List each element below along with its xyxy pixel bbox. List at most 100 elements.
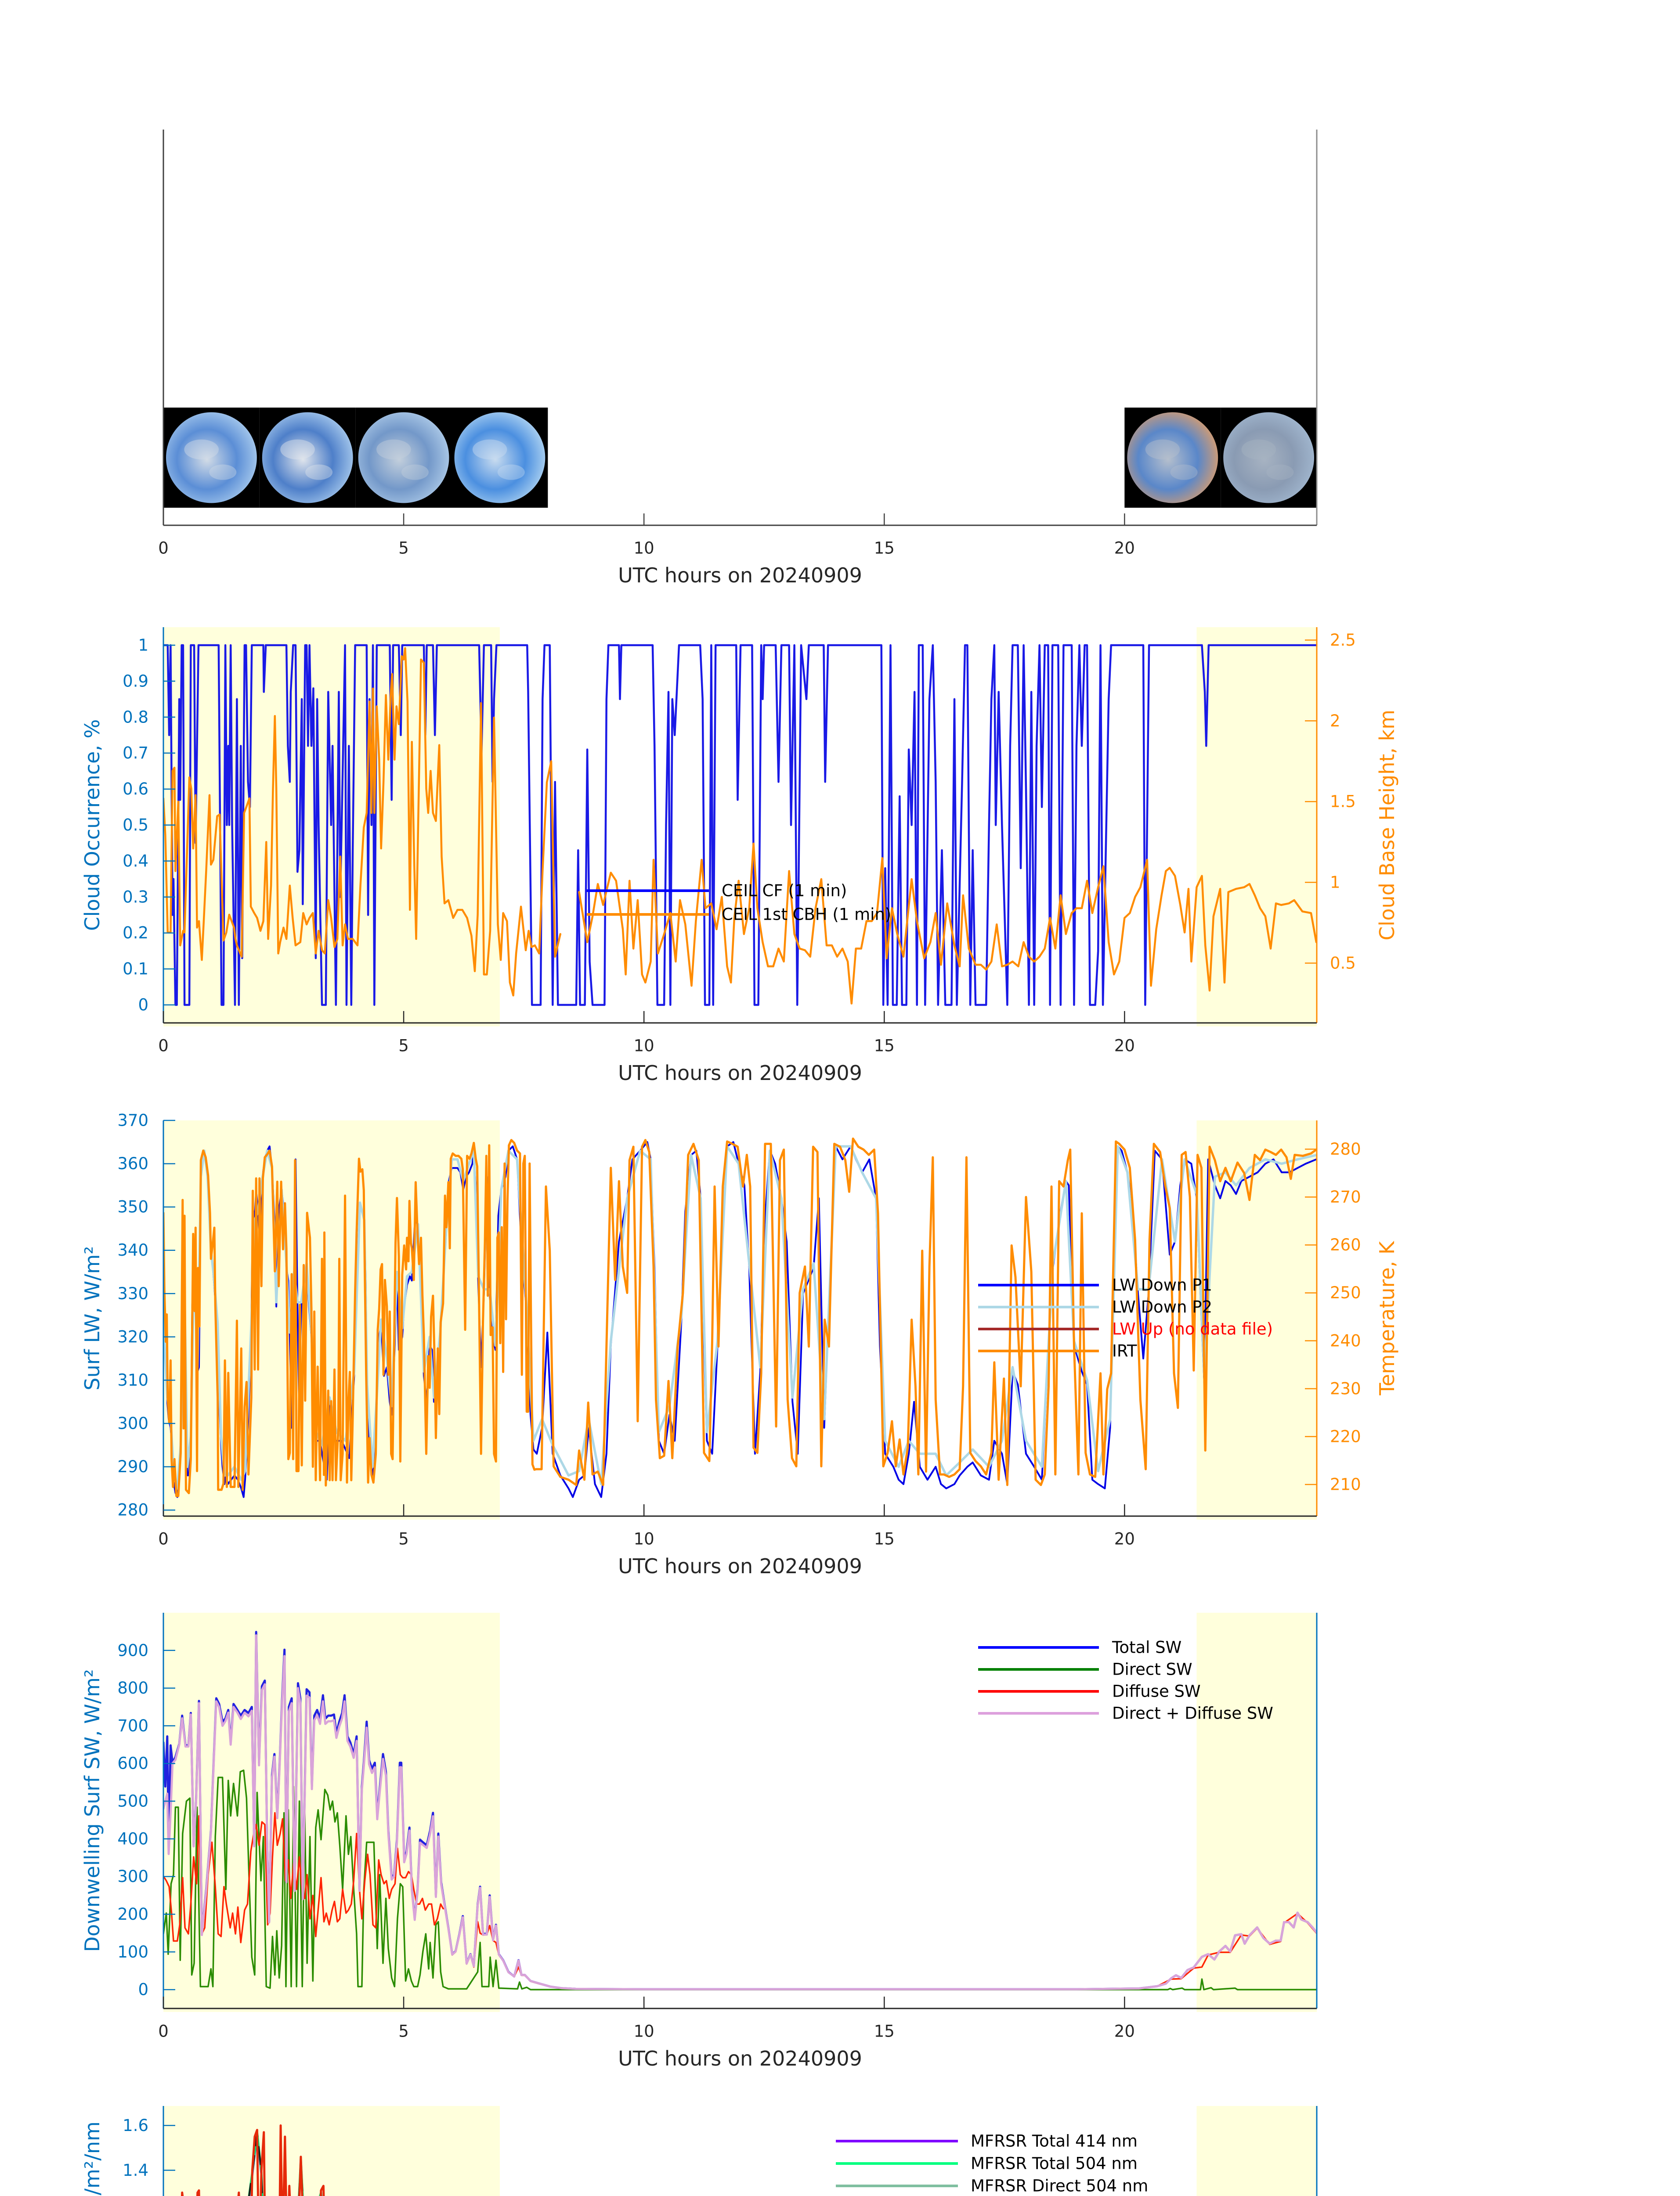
legend-item: CEIL CF (1 min) (587, 881, 847, 900)
y-tick-label: 600 (117, 1754, 148, 1773)
legend-label: Direct + Diffuse SW (1112, 1704, 1273, 1723)
y-tick-label: 800 (117, 1679, 148, 1698)
cloud-patch (376, 439, 411, 460)
cloud-patch (497, 464, 525, 480)
legend-item: Diffuse SW (978, 1682, 1201, 1701)
shaded-region (163, 2106, 500, 2196)
y-tick-label: 100 (117, 1943, 148, 1961)
x-tick-label: 15 (874, 1530, 895, 1549)
legend: CEIL CF (1 min) CEIL 1st CBH (1 min) (587, 881, 891, 924)
legend-item: MFRSR Direct 504 nm (836, 2177, 1148, 2196)
y-tick-label-right: 1 (1330, 873, 1340, 892)
panel-1: 0 5 10 15 20 UTC hours on 20240909 (158, 130, 1318, 587)
y-tick-label: 280 (117, 1501, 148, 1520)
y-tick-label: 500 (117, 1792, 148, 1811)
series-irt (163, 1138, 1317, 1497)
y-tick-label: 1.6 (123, 2116, 148, 2135)
y-tick-label: 900 (117, 1641, 148, 1660)
y-tick-label: 1 (138, 636, 148, 654)
x-tick-label: 5 (398, 1530, 409, 1549)
legend-item: LW Up (no data file) (978, 1320, 1273, 1339)
shaded-region (163, 627, 500, 1026)
legend: MFRSR Total 414 nm MFRSR Total 504 nm MFRS… (836, 2132, 1148, 2196)
x-tick-label: 10 (634, 1530, 654, 1549)
shaded-region (163, 1613, 500, 2012)
y-tick-label: 0.1 (123, 960, 148, 979)
x-tick-label: 15 (874, 1037, 895, 1055)
cloud-patch (1170, 464, 1198, 480)
sky-image (355, 408, 452, 508)
fisheye-sky-circle (1223, 412, 1314, 503)
legend-item: Direct SW (978, 1660, 1192, 1679)
x-axis-label: UTC hours on 20240909 (618, 563, 862, 587)
y-tick-label: 200 (117, 1905, 148, 1924)
sky-image (259, 408, 356, 508)
y-tick-label: 290 (117, 1457, 148, 1476)
y-tick-label: 320 (117, 1327, 148, 1346)
legend-label: LW Up (no data file) (1112, 1320, 1273, 1339)
y-tick-label-right: 260 (1330, 1235, 1361, 1254)
panel-4: 0 5 10 15 20 UTC hours on 20240909 0 100 200 300 4… (80, 1613, 1318, 2070)
x-tick-label: 20 (1114, 539, 1135, 558)
plot-area (163, 1631, 1317, 1990)
y-tick-label-right: 240 (1330, 1331, 1361, 1350)
y-tick-label-right: 2.5 (1330, 631, 1356, 650)
x-tick-label: 15 (874, 539, 895, 558)
y-axis-label: Downwelling Narrowband, W/m²/nm (80, 2121, 104, 2196)
y-tick-label: 300 (117, 1414, 148, 1433)
legend-label: LW Down P1 (1112, 1276, 1212, 1295)
cloud-patch (1241, 439, 1276, 460)
x-axis-label: UTC hours on 20240909 (618, 2047, 862, 2070)
sky-image (452, 408, 548, 508)
y-tick-label-right: 2 (1330, 712, 1340, 730)
cloud-patch (472, 439, 507, 460)
y-tick-label: 300 (117, 1867, 148, 1886)
cloud-patch (1266, 464, 1294, 480)
legend-label: MFRSR Total 414 nm (971, 2132, 1138, 2151)
y-tick-label: 0.6 (123, 780, 148, 798)
plot-area (163, 644, 1317, 1006)
y-tick-label: 0.2 (123, 924, 148, 943)
y-tick-label-right: 1.5 (1330, 792, 1356, 811)
y-tick-label: 0.9 (123, 672, 148, 690)
y-tick-label: 0.3 (123, 888, 148, 907)
legend-item: MFRSR Total 504 nm (836, 2154, 1138, 2173)
series-ceil-cf-1-min (163, 644, 1317, 1006)
legend-item: Direct + Diffuse SW (978, 1704, 1273, 1723)
y-tick-label: 0.4 (123, 852, 148, 870)
fisheye-sky-circle (166, 412, 257, 503)
x-tick-label: 5 (398, 1037, 409, 1055)
legend-label: Diffuse SW (1112, 1682, 1201, 1701)
x-axis-label: UTC hours on 20240909 (618, 1061, 862, 1085)
y-tick-label: 350 (117, 1198, 148, 1217)
y-tick-label: 700 (117, 1716, 148, 1735)
x-tick-label: 0 (158, 539, 169, 558)
y-tick-label: 370 (117, 1111, 148, 1130)
cloud-patch (184, 439, 219, 460)
legend-label: IRT (1112, 1342, 1137, 1361)
y-tick-label: 0 (138, 996, 148, 1015)
panel-3: 0 5 10 15 20 UTC hours on 20240909 280 290 300 31… (80, 1111, 1399, 1578)
fisheye-sky-circle (262, 412, 353, 503)
legend-label: MFRSR Direct 504 nm (971, 2177, 1148, 2196)
legend: LW Down P1 LW Down P2 LW Up (no data file)… (978, 1276, 1273, 1361)
x-tick-label: 20 (1114, 1530, 1135, 1549)
legend-label: CEIL CF (1 min) (722, 881, 847, 900)
cloud-patch (305, 464, 333, 480)
x-tick-label: 15 (874, 2022, 895, 2041)
sky-image (1124, 408, 1221, 508)
y-axis-label-right: Cloud Base Height, km (1375, 710, 1399, 940)
legend-item: IRT (978, 1342, 1137, 1361)
x-tick-label: 10 (634, 539, 654, 558)
x-tick-label: 10 (634, 1037, 654, 1055)
y-tick-label: 0.8 (123, 708, 148, 726)
x-tick-label: 0 (158, 1037, 169, 1055)
y-axis-label: Surf LW, W/m² (80, 1246, 104, 1390)
x-axis-label: UTC hours on 20240909 (618, 1554, 862, 1578)
y-tick-label-right: 270 (1330, 1188, 1361, 1206)
x-tick-label: 0 (158, 2022, 169, 2041)
series-ceil-1st-cbh-1-min (163, 647, 1317, 1005)
legend-item: LW Down P1 (978, 1276, 1212, 1295)
